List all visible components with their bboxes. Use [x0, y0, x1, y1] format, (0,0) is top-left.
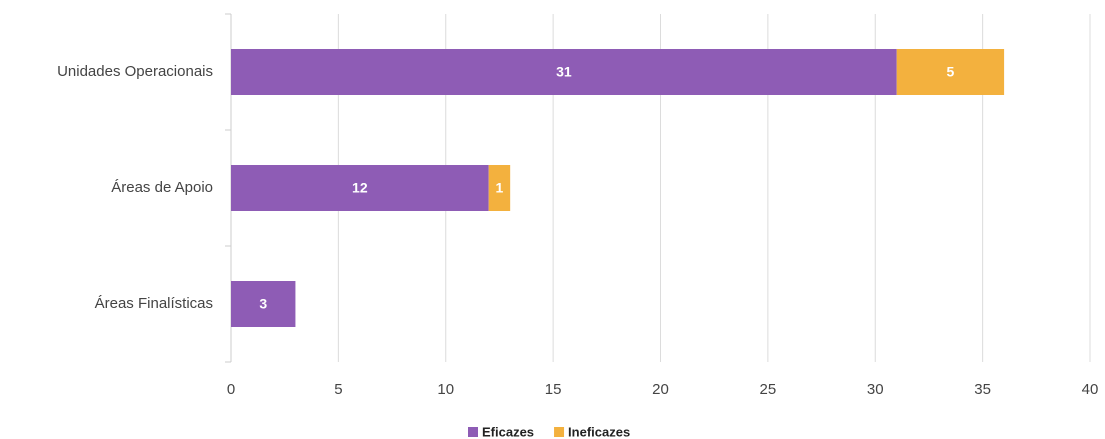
x-tick-label: 30 — [867, 381, 884, 398]
x-tick-label: 20 — [652, 381, 669, 398]
x-tick-label: 10 — [437, 381, 454, 398]
bar-segment — [231, 281, 296, 327]
data-label: 3 — [259, 296, 267, 312]
y-tick-label: Unidades Operacionais — [57, 63, 213, 80]
legend-label: Eficazes — [482, 424, 534, 439]
y-tick-label: Áreas Finalísticas — [95, 295, 213, 312]
x-tick-label: 35 — [974, 381, 991, 398]
bar-segment — [896, 49, 1005, 95]
bar-segment — [488, 165, 511, 211]
x-tick-label: 5 — [334, 381, 342, 398]
legend-swatch — [468, 427, 478, 437]
legend-label: Ineficazes — [568, 424, 630, 439]
legend-swatch — [554, 427, 565, 437]
data-label: 31 — [556, 64, 572, 80]
bar-segment — [231, 49, 897, 95]
x-tick-label: 0 — [227, 381, 235, 398]
x-tick-label: 40 — [1082, 381, 1099, 398]
data-label: 1 — [496, 180, 504, 196]
x-tick-label: 15 — [545, 381, 562, 398]
data-label: 5 — [947, 64, 955, 80]
x-tick-label: 25 — [760, 381, 777, 398]
y-tick-label: Áreas de Apoio — [111, 179, 213, 196]
bar-segment — [231, 165, 489, 211]
data-label: 12 — [352, 180, 368, 196]
